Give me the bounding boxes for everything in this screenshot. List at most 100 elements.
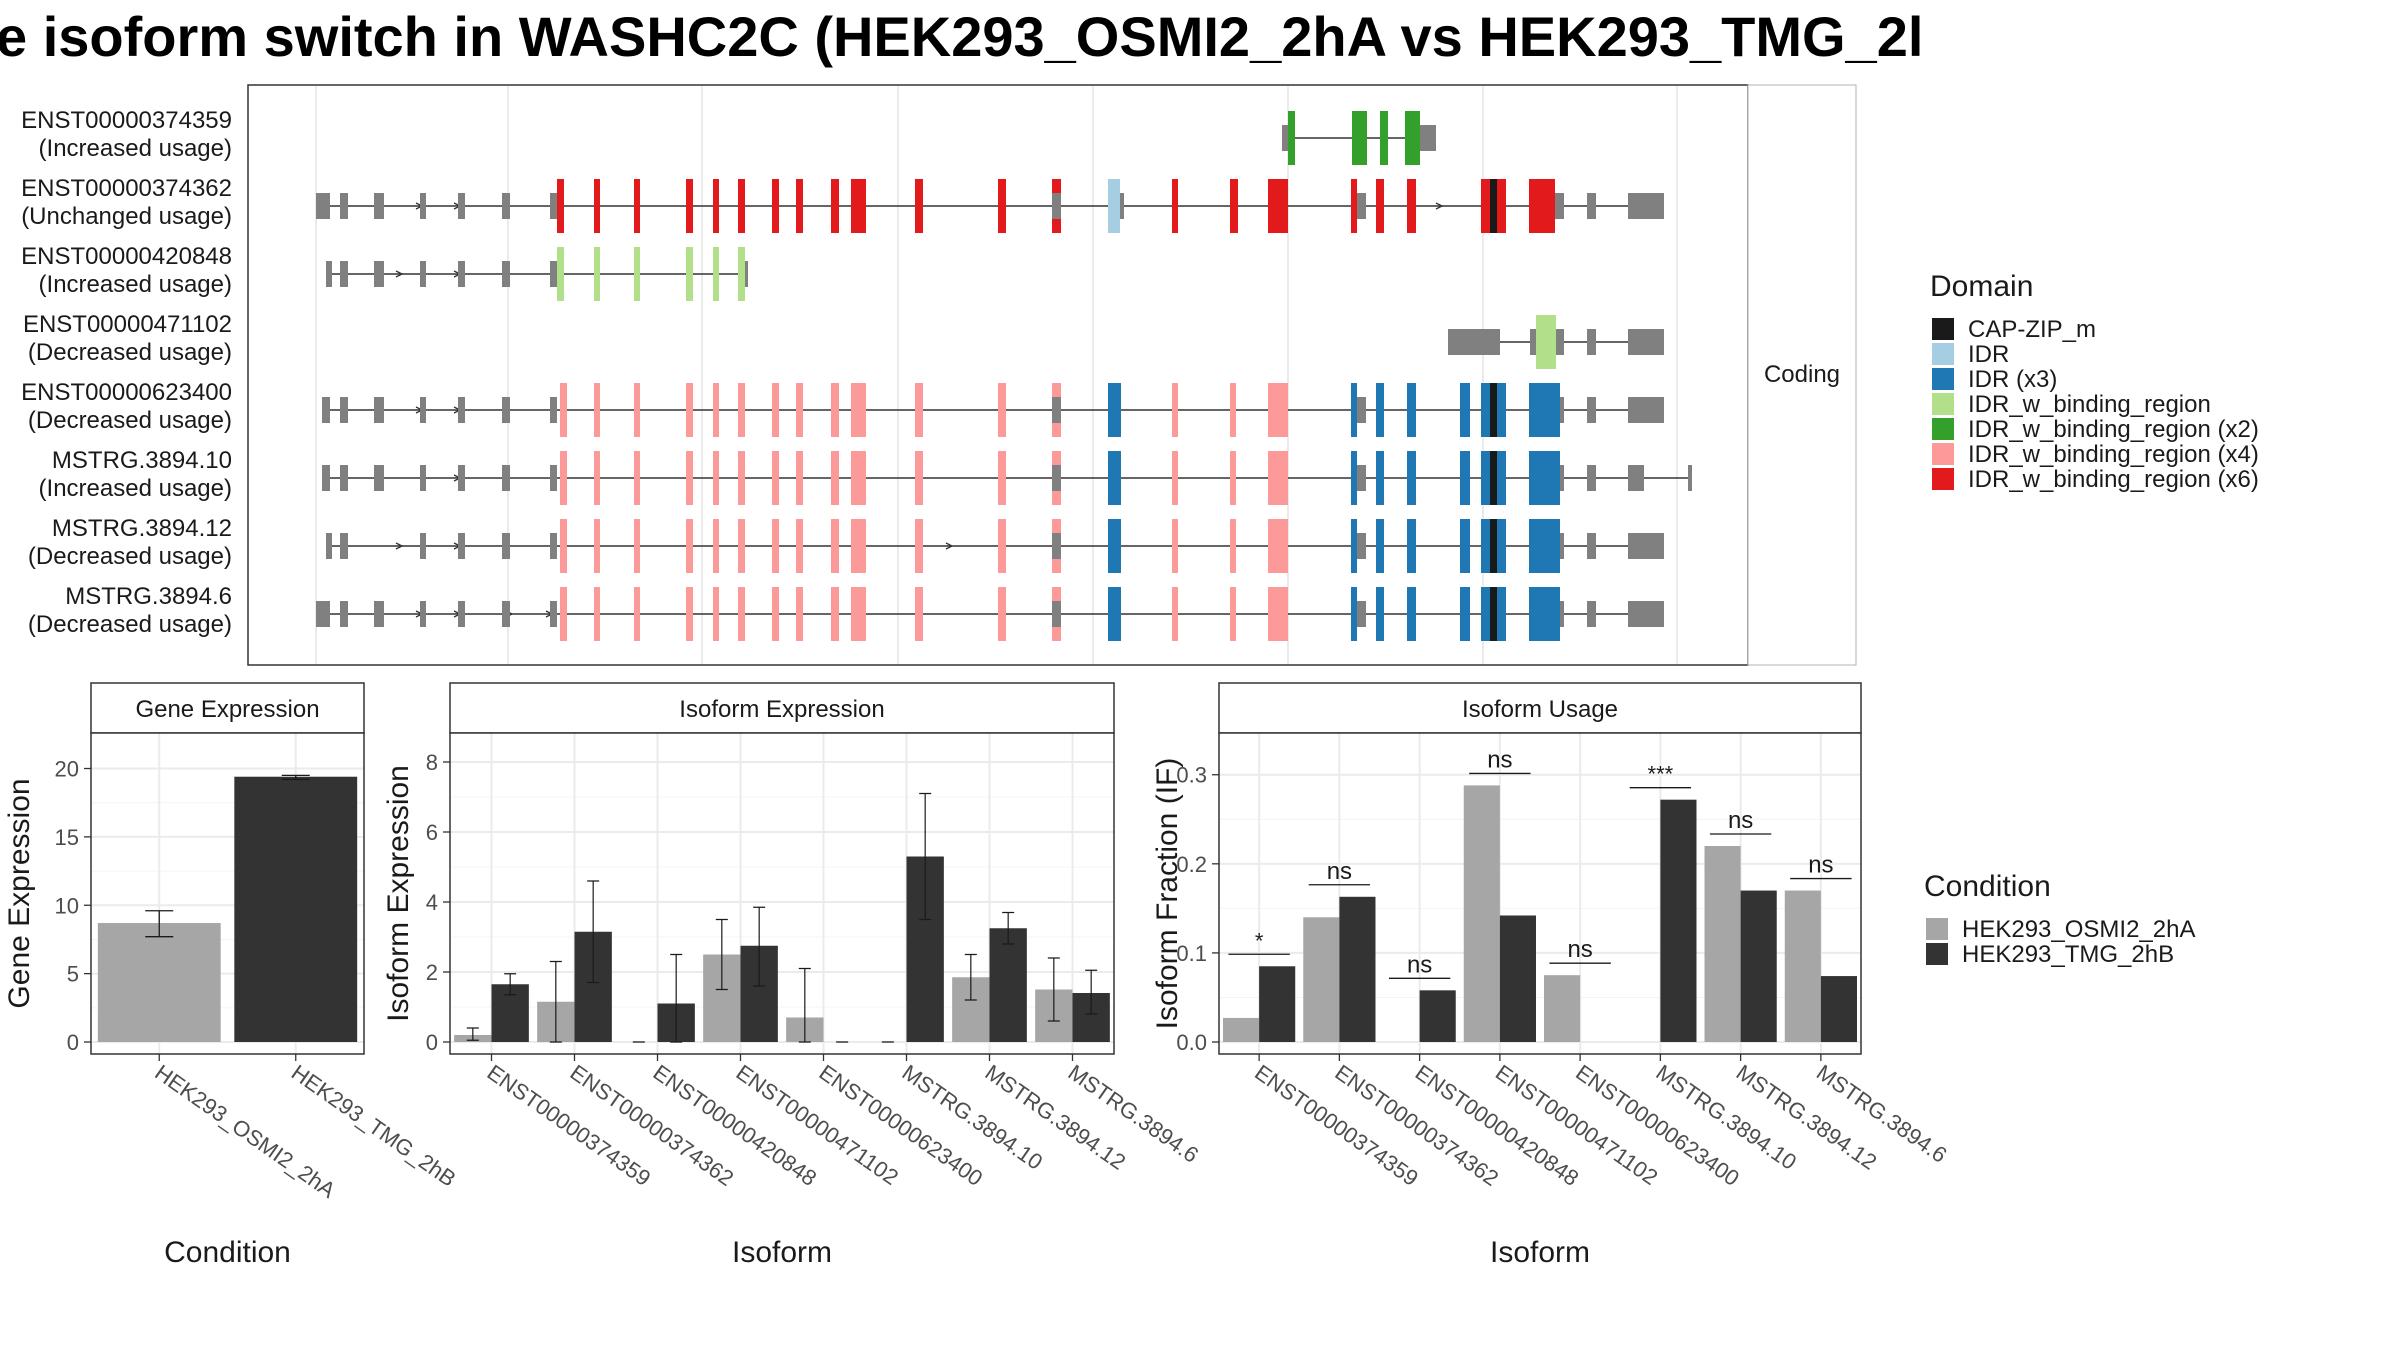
utr-exon [458, 193, 465, 219]
coding-exon [915, 179, 923, 233]
utr-exon [340, 261, 348, 287]
utr-exon [1628, 193, 1636, 219]
panel-strip [1218, 682, 1862, 734]
y-tick-label: 0.2 [1176, 852, 1207, 877]
coding-exon [1460, 383, 1470, 437]
coding-exon [831, 179, 839, 233]
y-tick-label: 4 [426, 890, 438, 915]
significance-label: ns [1327, 858, 1352, 885]
utr-exon [1587, 193, 1596, 219]
error-bar [145, 910, 174, 938]
coding-exon [1407, 587, 1416, 641]
utr-exon [1357, 465, 1366, 491]
significance-label: ns [1487, 746, 1512, 773]
coding-exon [851, 587, 866, 641]
y-tick-label: 20 [55, 757, 79, 782]
error-bar [1085, 969, 1098, 1015]
coding-exon [738, 587, 745, 641]
panel-strip [90, 682, 365, 734]
coding-exon [1230, 451, 1236, 505]
coding-exon [1481, 587, 1490, 641]
coding-exon [560, 519, 567, 573]
bar [1223, 1017, 1260, 1042]
error-bar [281, 774, 310, 781]
utr-exon [1530, 329, 1536, 355]
bar [1820, 976, 1857, 1042]
utr-exon [1357, 601, 1366, 627]
condition-legend-swatch [1926, 943, 1948, 965]
coding-facet-strip [1747, 84, 1857, 666]
coding-exon [1268, 519, 1288, 573]
coding-exon [796, 383, 803, 437]
significance-label: ns [1728, 807, 1753, 834]
coding-exon [1460, 587, 1470, 641]
utr-exon [326, 533, 332, 559]
bar [1704, 846, 1741, 1042]
utr-exon [1357, 397, 1366, 423]
coding-exon [1230, 383, 1236, 437]
coding-exon [1460, 451, 1470, 505]
bar [1544, 975, 1581, 1042]
utr-exon [1636, 601, 1664, 627]
y-tick-label: 0 [67, 1030, 79, 1055]
coding-exon [772, 383, 779, 437]
utr-exon [550, 533, 557, 559]
coding-exon [560, 451, 567, 505]
condition-legend-label: HEK293_OSMI2_2hA [1962, 916, 2195, 943]
utr-exon [1636, 329, 1664, 355]
x-axis-title: Isoform [732, 1236, 832, 1269]
coding-exon [1172, 519, 1178, 573]
coding-exon [557, 179, 564, 233]
utr-exon [420, 465, 426, 491]
error-bar [919, 792, 932, 921]
bar [1259, 966, 1296, 1042]
coding-exon [1230, 179, 1238, 233]
coding-exon [1490, 383, 1497, 437]
utr-exon [420, 601, 426, 627]
coding-exon [686, 451, 693, 505]
plot-border [449, 732, 1115, 1055]
coding-exon [1352, 111, 1367, 165]
utr-exon [326, 261, 332, 287]
utr-exon [1628, 533, 1636, 559]
utr-exon [1628, 465, 1636, 491]
utr-exon [1420, 125, 1436, 151]
error-bar [1047, 957, 1060, 1022]
utr-exon [1448, 329, 1500, 355]
plot-border [90, 732, 365, 1055]
coding-exon [1351, 587, 1357, 641]
utr-exon [322, 465, 330, 491]
coding-exon [1172, 587, 1178, 641]
isoform-id-label: ENST00000623400 [21, 379, 232, 406]
coding-exon [594, 519, 600, 573]
domain-legend-label: IDR (x3) [1968, 366, 2057, 393]
coding-exon [1405, 111, 1420, 165]
coding-exon [998, 451, 1006, 505]
y-tick-label: 0.3 [1176, 763, 1207, 788]
coding-exon [1351, 383, 1357, 437]
coding-exon [831, 383, 839, 437]
coding-exon [831, 519, 839, 573]
domain-legend-swatch [1932, 468, 1954, 490]
utr-exon [420, 533, 426, 559]
utr-exon [340, 193, 348, 219]
strand-arrow [1435, 202, 1444, 210]
coding-exon [594, 383, 600, 437]
utr-exon [374, 193, 384, 219]
y-tick-label: 10 [55, 893, 79, 918]
coding-exon [1529, 451, 1560, 505]
coding-exon [1481, 383, 1490, 437]
utr-exon [550, 193, 557, 219]
coding-exon [772, 179, 779, 233]
isoform-id-label: ENST00000420848 [21, 243, 232, 270]
domain-legend-label: IDR_w_binding_region (x2) [1968, 416, 2259, 443]
x-axis-title: Isoform [1490, 1236, 1590, 1269]
coding-exon [1108, 383, 1121, 437]
utr-exon [374, 261, 384, 287]
coding-exon [998, 587, 1006, 641]
utr-exon [1587, 601, 1596, 627]
domain-legend-label: IDR_w_binding_region (x6) [1968, 466, 2259, 493]
coding-exon [1288, 111, 1295, 165]
coding-exon [1268, 179, 1288, 233]
